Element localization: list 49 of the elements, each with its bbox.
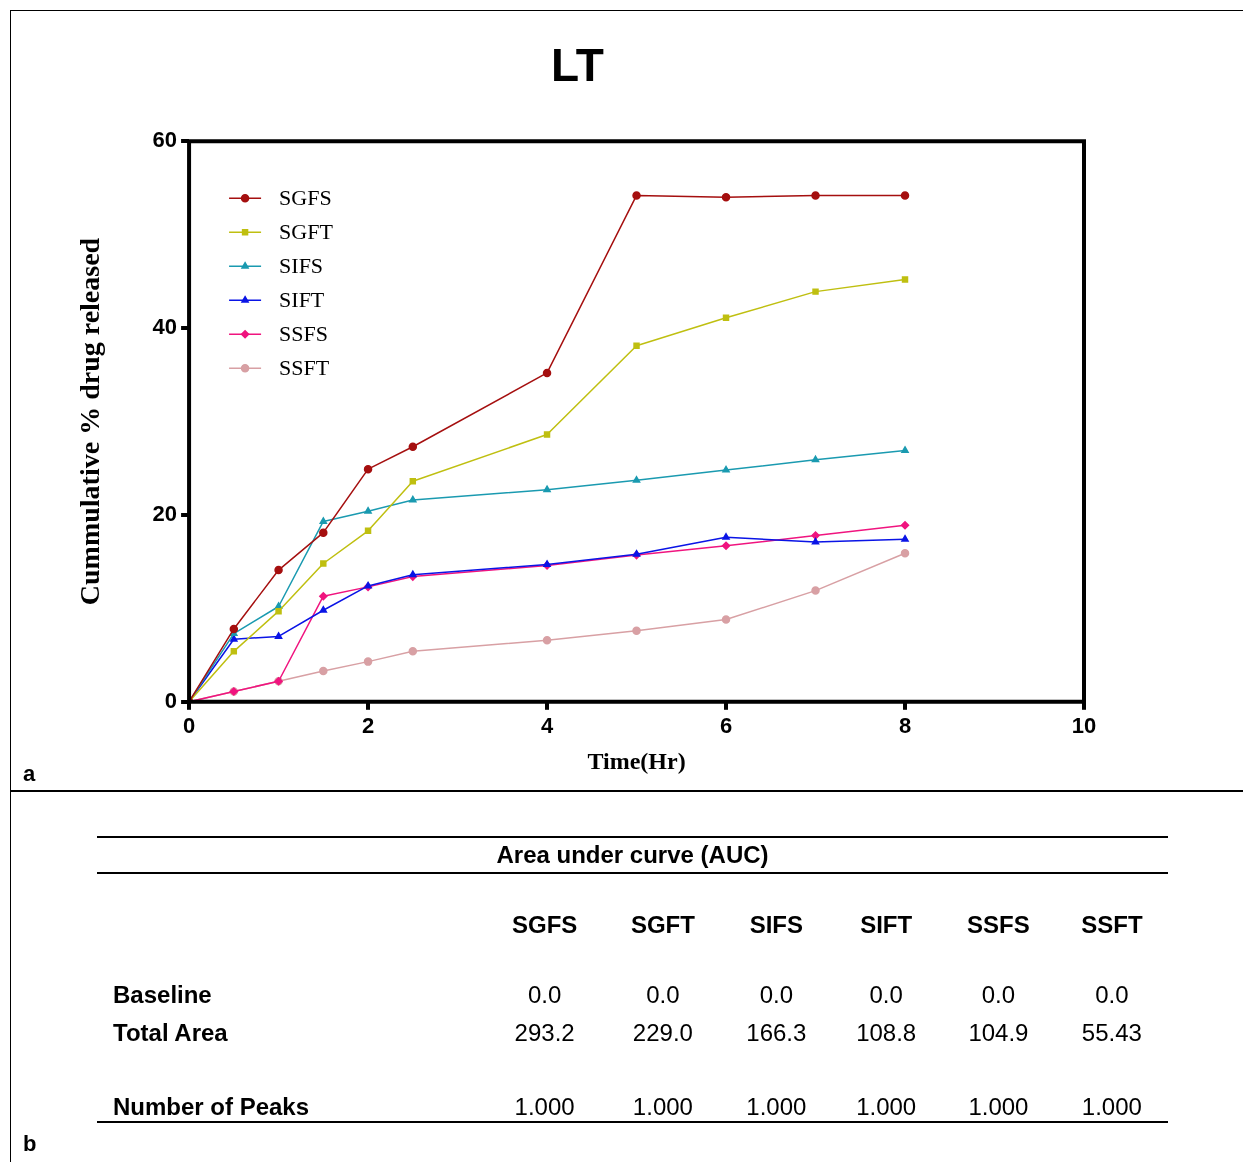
category-label: SIFS <box>748 910 804 940</box>
text: Total Area <box>112 1018 229 1048</box>
data-label: 1.000 <box>484 1052 605 1122</box>
data-label: 0.0 <box>1094 980 1130 1010</box>
x-tick-label: 6 <box>719 713 733 739</box>
x-tick-label: 10 <box>1071 713 1097 739</box>
text: b <box>23 1131 37 1157</box>
legend-label: SSFS <box>279 320 329 346</box>
y-tick-label: 0 <box>164 687 178 713</box>
data-label: 1.000 <box>941 1052 1056 1122</box>
text: Baseline <box>112 980 213 1010</box>
legend-label: SGFS <box>279 184 332 210</box>
y-axis-title: Cummulative % drug released <box>74 237 106 606</box>
text: Area under curve (AUC) <box>97 837 1168 873</box>
data-label: 104.9 <box>967 1018 1030 1048</box>
data-label: 55.43 <box>1080 1018 1143 1048</box>
x-tick-label: 4 <box>540 713 554 739</box>
category-label: SSFT <box>1080 910 1144 940</box>
data-label: 229.0 <box>631 1018 694 1048</box>
text: Number of Peaks <box>97 1052 485 1122</box>
data-label: 0.0 <box>758 980 795 1010</box>
legend-label: SSFT <box>279 354 330 380</box>
y-tick-label: 40 <box>152 314 178 340</box>
data-label: 108.8 <box>855 1018 918 1048</box>
data-label: 166.3 <box>745 1018 808 1048</box>
category-label: SSFS <box>966 910 1031 940</box>
data-label: 0.0 <box>868 980 904 1010</box>
data-label: 0.0 <box>526 980 563 1010</box>
x-tick-label: 8 <box>898 713 912 739</box>
data-label: 1.000 <box>604 1052 722 1122</box>
legend-label: SIFT <box>279 286 325 312</box>
y-tick-label: 60 <box>152 127 178 153</box>
data-label: 0.0 <box>980 980 1017 1010</box>
category-label: SGFT <box>629 910 696 940</box>
data-label: 1.000 <box>831 1052 942 1122</box>
legend-label: SGFT <box>279 218 334 244</box>
chart-title: LT <box>551 39 604 92</box>
category-label: SGFS <box>510 910 579 940</box>
data-label: 0.0 <box>645 980 681 1010</box>
x-tick-label: 0 <box>182 713 196 739</box>
x-axis-title: Time(Hr) <box>587 747 686 774</box>
data-label: 1.000 <box>1055 1052 1168 1122</box>
y-tick-label: 20 <box>152 501 178 526</box>
x-tick-label: 2 <box>361 713 375 739</box>
legend-label: SIFS <box>279 252 324 278</box>
category-label: SIFT <box>859 910 914 940</box>
text: a <box>23 761 36 787</box>
data-label: 293.2 <box>513 1018 576 1048</box>
data-label: 1.000 <box>721 1052 832 1122</box>
